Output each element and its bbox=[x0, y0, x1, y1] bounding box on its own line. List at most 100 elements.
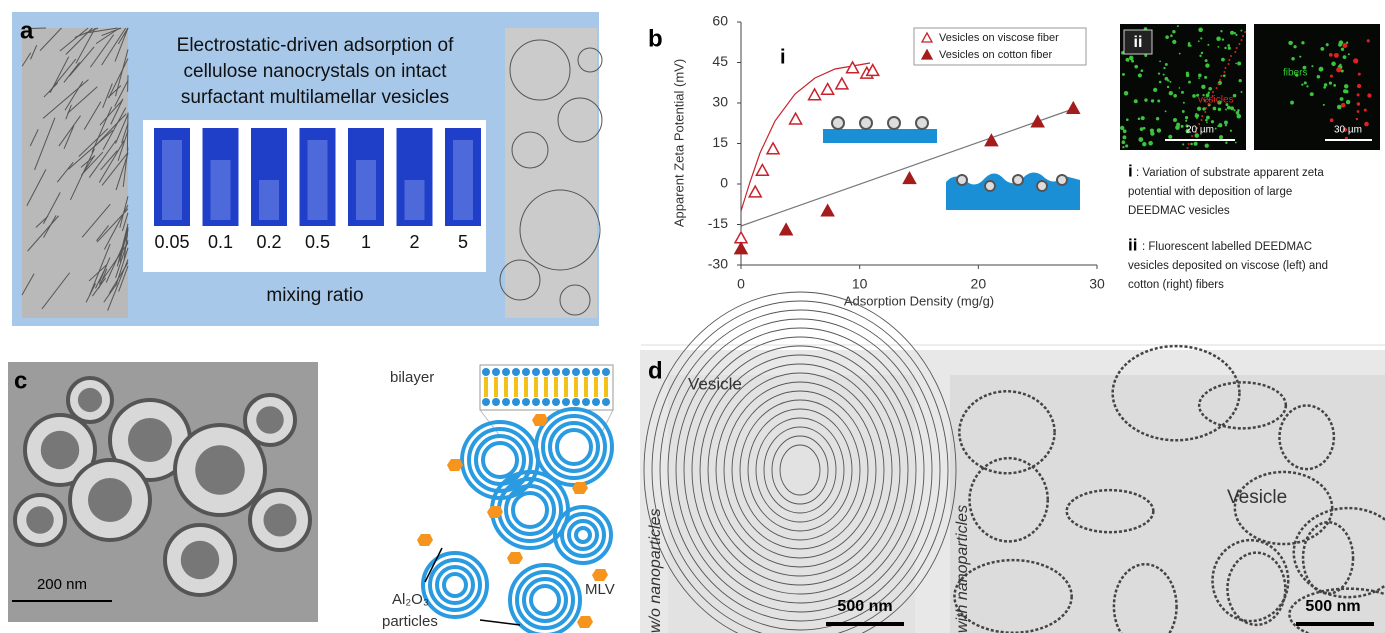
vesicle-icon bbox=[860, 117, 872, 129]
green-dot bbox=[1122, 146, 1124, 148]
green-dot bbox=[1224, 47, 1226, 49]
lipid-head bbox=[552, 368, 560, 376]
vesicle-blob bbox=[88, 478, 132, 522]
green-dot bbox=[1175, 125, 1180, 130]
green-dot bbox=[1236, 114, 1241, 119]
red-dot bbox=[1364, 122, 1369, 127]
red-dot bbox=[1205, 107, 1207, 109]
green-dot bbox=[1121, 140, 1125, 144]
mlv-ring bbox=[483, 443, 517, 477]
caption: potential with deposition of large bbox=[1128, 186, 1292, 198]
green-dot bbox=[1216, 36, 1221, 41]
legend-label: Vesicles on cotton fiber bbox=[939, 49, 1052, 61]
green-dot bbox=[1227, 44, 1230, 47]
caption: : Fluorescent labelled DEEDMAC bbox=[1142, 241, 1312, 253]
lipid-tail bbox=[524, 377, 528, 397]
green-dot bbox=[1205, 59, 1208, 62]
data-point bbox=[1032, 116, 1044, 127]
lipid-head bbox=[582, 398, 590, 406]
green-dot bbox=[1169, 81, 1171, 83]
lipid-head bbox=[602, 368, 610, 376]
data-point bbox=[756, 165, 768, 176]
panel-label: d bbox=[648, 357, 663, 384]
x-tick-label: 0 bbox=[737, 276, 745, 292]
y-axis-label: Apparent Zeta Potential (mV) bbox=[671, 59, 686, 227]
caption: vesicles deposited on viscose (left) and bbox=[1128, 260, 1328, 272]
green-dot bbox=[1329, 81, 1332, 84]
green-dot bbox=[1172, 30, 1175, 33]
red-dot bbox=[1244, 31, 1246, 33]
red-dot bbox=[1230, 55, 1232, 57]
lipid-head bbox=[552, 398, 560, 406]
red-dot bbox=[1228, 59, 1230, 61]
red-dot bbox=[1200, 119, 1202, 121]
vesicle-blob bbox=[41, 431, 80, 470]
image-annotation: vesicles bbox=[1198, 95, 1234, 106]
y-tick-label: -15 bbox=[708, 215, 728, 231]
green-dot bbox=[1304, 81, 1307, 84]
green-dot bbox=[1206, 122, 1208, 124]
red-dot bbox=[1367, 39, 1370, 42]
green-dot bbox=[1311, 65, 1313, 67]
lipid-head bbox=[562, 398, 570, 406]
green-dot bbox=[1341, 69, 1344, 72]
lipid-tail bbox=[604, 377, 608, 397]
green-dot bbox=[1124, 91, 1129, 96]
ratio: 0.2 bbox=[256, 232, 281, 252]
y-tick-label: 0 bbox=[720, 175, 728, 191]
ratio: 0.1 bbox=[208, 232, 233, 252]
green-dot bbox=[1211, 120, 1214, 123]
red-dot bbox=[1329, 53, 1333, 57]
red-dot bbox=[1358, 73, 1361, 76]
lipid-head bbox=[542, 398, 550, 406]
green-dot bbox=[1157, 100, 1160, 103]
cuvette-light bbox=[453, 140, 473, 220]
green-dot bbox=[1293, 45, 1296, 48]
green-dot bbox=[1338, 43, 1342, 47]
x-axis-label: Adsorption Density (mg/g) bbox=[844, 293, 994, 308]
panel-a-title: surfactant multilamellar vesicles bbox=[181, 87, 449, 108]
green-dot bbox=[1346, 100, 1350, 104]
y-tick-label: 30 bbox=[712, 94, 728, 110]
red-dot bbox=[1357, 102, 1360, 105]
red-dot bbox=[1217, 83, 1219, 85]
green-dot bbox=[1123, 129, 1127, 133]
lipid-tail bbox=[494, 377, 498, 397]
mlv-ring bbox=[499, 479, 561, 541]
vesicle-icon bbox=[1013, 175, 1023, 185]
cuvette-light bbox=[211, 160, 231, 220]
green-dot bbox=[1183, 102, 1185, 104]
lipid-head bbox=[482, 398, 490, 406]
mlv-ring bbox=[543, 416, 605, 478]
green-dot bbox=[1208, 87, 1212, 91]
vesicle-blob bbox=[128, 418, 172, 462]
green-dot bbox=[1181, 125, 1184, 128]
data-point bbox=[836, 78, 848, 89]
lipid-head bbox=[592, 368, 600, 376]
nanocrystal bbox=[127, 113, 128, 151]
micrograph bbox=[505, 28, 597, 318]
red-dot bbox=[1236, 47, 1238, 49]
green-dot bbox=[1177, 25, 1179, 27]
lipid-tail bbox=[504, 377, 508, 397]
green-dot bbox=[1235, 63, 1237, 65]
cuvette-light bbox=[308, 140, 328, 220]
data-point bbox=[735, 232, 747, 243]
green-dot bbox=[1217, 125, 1219, 127]
green-dot bbox=[1221, 58, 1225, 62]
green-dot bbox=[1185, 116, 1188, 119]
green-dot bbox=[1169, 91, 1173, 95]
green-dot bbox=[1201, 52, 1203, 54]
vesicle-blob bbox=[181, 541, 220, 580]
chart: i Adsorption Density (mg/g) Apparent Zet… bbox=[671, 13, 1105, 309]
green-dot bbox=[1343, 55, 1347, 59]
annotation: i bbox=[780, 46, 786, 68]
green-dot bbox=[1237, 62, 1241, 66]
caption-numeral: i bbox=[1128, 161, 1133, 180]
green-dot bbox=[1150, 131, 1154, 135]
red-dot bbox=[1216, 87, 1218, 89]
al2o3-particle bbox=[447, 459, 463, 471]
schematic-label: particles bbox=[382, 613, 438, 630]
green-dot bbox=[1157, 128, 1161, 132]
vesicle-icon bbox=[957, 175, 967, 185]
